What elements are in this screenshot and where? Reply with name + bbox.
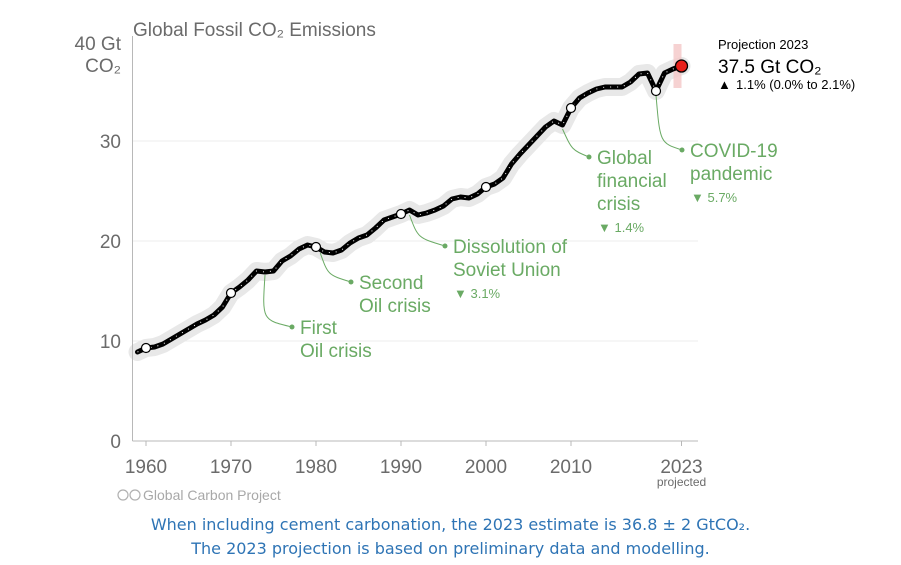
x-tick-label: 1980 bbox=[295, 457, 337, 478]
credit: Global Carbon Project bbox=[117, 487, 281, 503]
projection-label: Projection 2023 bbox=[718, 37, 808, 52]
projection-value: 37.5 Gt CO₂ bbox=[718, 57, 821, 78]
annotation-leader bbox=[655, 94, 683, 151]
annotation-change: ▼ 5.7% bbox=[691, 190, 738, 205]
y-axis-label-line1: 40 Gt bbox=[75, 34, 122, 55]
projection-point bbox=[674, 59, 689, 73]
annotation-text: Global bbox=[597, 148, 652, 169]
decade-markers bbox=[140, 59, 689, 354]
y-tick-label: 10 bbox=[100, 332, 121, 353]
annotation-leader bbox=[409, 214, 446, 247]
y-axis-label-line2: CO₂ bbox=[85, 56, 121, 77]
y-tick-label: 30 bbox=[100, 132, 121, 153]
x-tick-label: 2023 bbox=[660, 457, 702, 478]
annotation-leader bbox=[319, 252, 352, 283]
x-tick-label: 2000 bbox=[465, 457, 507, 478]
annotation-text: financial bbox=[597, 171, 667, 192]
annotation-text: Second bbox=[359, 273, 423, 294]
y-tick-label: 0 bbox=[110, 432, 121, 453]
x-tick-label: 2010 bbox=[550, 457, 592, 478]
annotation-text: Dissolution of bbox=[453, 237, 568, 258]
annotation-text: crisis bbox=[597, 194, 640, 215]
annotation-leader bbox=[562, 128, 590, 158]
annotation-dot bbox=[442, 243, 448, 249]
annotation-dot bbox=[289, 324, 295, 330]
annotation-text: pandemic bbox=[690, 164, 772, 185]
credit-text: Global Carbon Project bbox=[143, 487, 281, 503]
decade-point bbox=[140, 342, 152, 354]
x-tick-sublabel: projected bbox=[657, 475, 706, 489]
chart-title: Global Fossil CO₂ Emissions bbox=[133, 20, 376, 41]
decade-point bbox=[650, 85, 662, 97]
annotation-leaders bbox=[263, 94, 685, 330]
projection-change-arrow: ▲ bbox=[718, 77, 731, 92]
annotation-dot bbox=[586, 154, 592, 160]
annotation-change: ▼ 1.4% bbox=[598, 220, 645, 235]
y-tick-label: 20 bbox=[100, 232, 121, 253]
annotation-text: Oil crisis bbox=[359, 296, 431, 317]
decade-point bbox=[480, 181, 492, 193]
annotation-text: COVID-19 bbox=[690, 141, 778, 162]
annotation-dot bbox=[679, 147, 685, 153]
gridlines bbox=[132, 140, 698, 342]
caption-line-1: When including cement carbonation, the 2… bbox=[150, 515, 751, 534]
annotation-dot bbox=[348, 279, 354, 285]
decade-point bbox=[395, 208, 407, 220]
emissions-line-dots bbox=[137, 65, 682, 353]
emissions-series bbox=[135, 63, 684, 355]
x-tick-label: 1970 bbox=[210, 457, 252, 478]
caption-line-2: The 2023 projection is based on prelimin… bbox=[191, 539, 710, 558]
cc-icon bbox=[117, 489, 129, 501]
annotation-text: First bbox=[300, 318, 338, 339]
decade-point bbox=[310, 241, 322, 253]
x-tick-label: 1990 bbox=[380, 457, 422, 478]
by-icon bbox=[129, 489, 141, 501]
annotation-change: ▼ 3.1% bbox=[454, 286, 501, 301]
decade-point bbox=[225, 287, 237, 299]
decade-point bbox=[565, 102, 577, 114]
x-tick-label: 1960 bbox=[125, 457, 167, 478]
annotation-text: Soviet Union bbox=[453, 260, 561, 281]
annotation-leader bbox=[263, 274, 293, 328]
annotation-text: Oil crisis bbox=[300, 341, 372, 362]
axes: 0 10 20 30 1960 1970 1980 1990 2000 2010 2023proje… bbox=[100, 36, 706, 489]
projection-change: 1.1% (0.0% to 2.1%) bbox=[736, 77, 855, 92]
